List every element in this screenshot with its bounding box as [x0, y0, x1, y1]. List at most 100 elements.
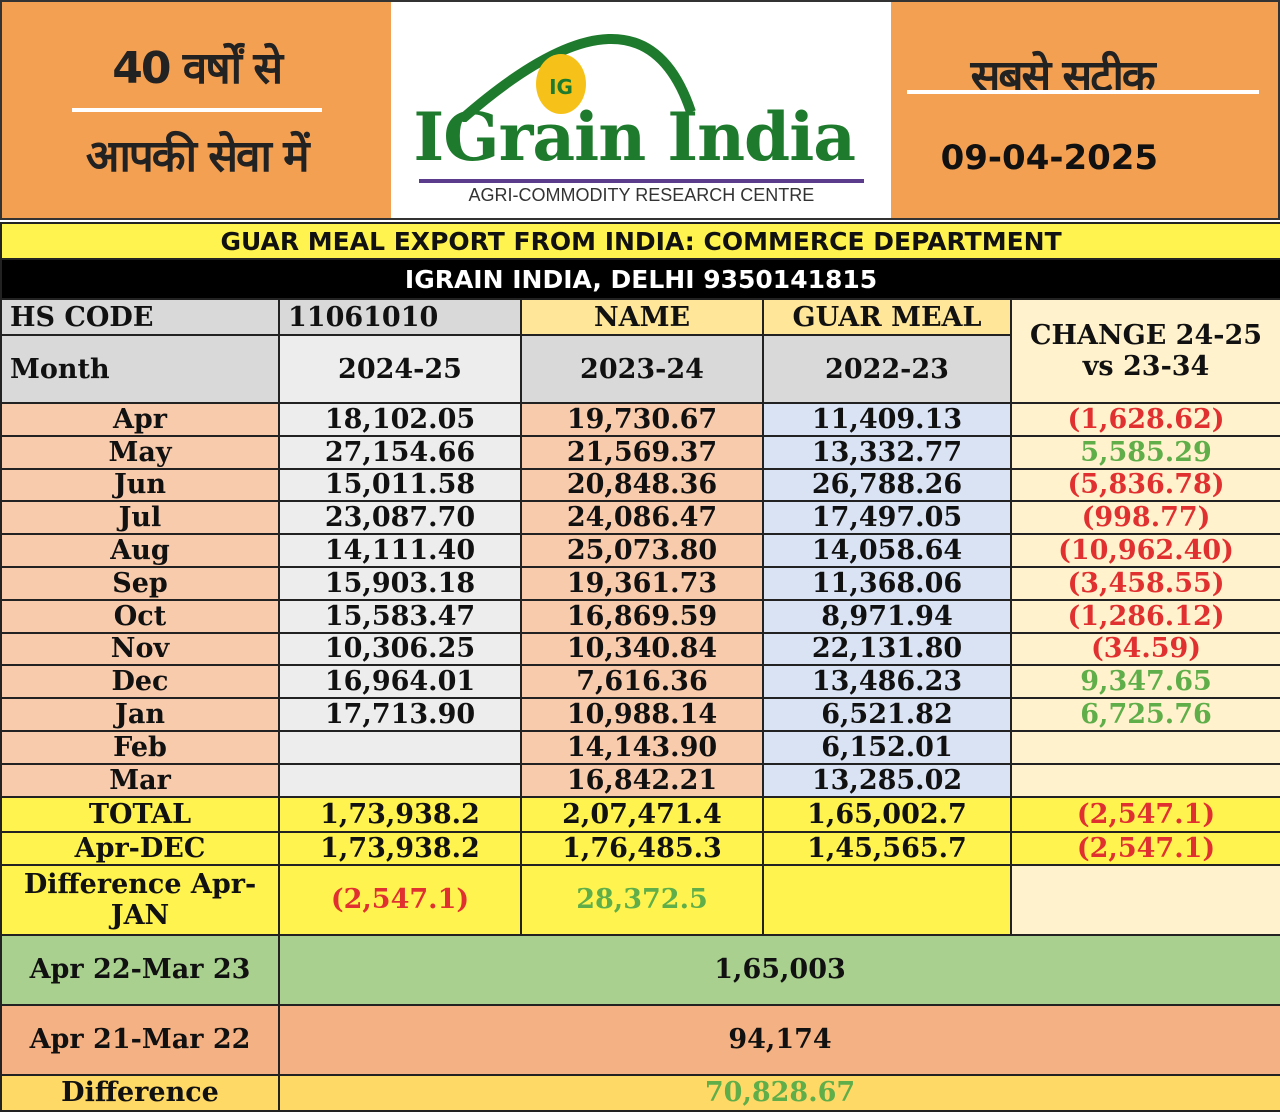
difference-value: 70,828.67 [277, 1073, 1280, 1112]
name-label: NAME [520, 298, 764, 336]
tagline-accurate: सबसे सटीक [970, 51, 1156, 102]
total-2024-25: 1,73,938.2 [278, 795, 522, 833]
svg-text:IG: IG [549, 75, 573, 99]
fy22-label: Apr 21-Mar 22 [0, 1003, 280, 1076]
month-cell: Jun [0, 467, 280, 503]
value-2022-23: 17,497.05 [762, 500, 1012, 536]
hs-code-value: 11061010 [278, 298, 522, 336]
month-cell: Sep [0, 565, 280, 601]
export-table: GUAR MEAL EXPORT FROM INDIA: COMMERCE DE… [0, 222, 1280, 1112]
change-value: (1,628.62) [1009, 402, 1280, 437]
apr-dec-label: Apr-DEC [0, 830, 280, 866]
divider [71, 108, 322, 112]
value-2024-25: 18,102.05 [278, 402, 522, 437]
value-2023-24: 24,086.47 [520, 500, 764, 536]
change-value: 6,725.76 [1009, 697, 1280, 732]
value-2022-23: 13,332.77 [762, 434, 1012, 470]
value-2023-24: 19,730.67 [520, 402, 764, 437]
logo-underline [419, 179, 865, 183]
fy23-label: Apr 22-Mar 23 [0, 933, 280, 1006]
total-2022-23: 1,65,002.7 [762, 795, 1012, 833]
value-2022-23: 8,971.94 [762, 598, 1012, 634]
divider [906, 90, 1259, 94]
value-2023-24: 20,848.36 [520, 467, 764, 503]
tagline-service: आपकी सेवा में [85, 131, 310, 182]
empty-cell [1009, 863, 1280, 936]
fy23-value: 1,65,003 [277, 933, 1280, 1006]
apr-dec-2022-23: 1,45,565.7 [762, 830, 1012, 866]
logo: IG IGrain India AGRI-COMMODITY RESEARCH … [391, 2, 891, 218]
change-value: (5,836.78) [1009, 467, 1280, 503]
hs-code-label: HS CODE [0, 298, 280, 336]
value-2022-23: 6,152.01 [762, 729, 1012, 765]
table-row: Oct 15,583.47 16,869.59 8,971.94 (1,286.12) [0, 598, 1280, 634]
header-left: 40 वर्षों से आपकी सेवा में [2, 2, 392, 218]
month-cell: Mar [0, 762, 280, 798]
diff-apr-jan-2023-24: 28,372.5 [520, 863, 764, 936]
table-row: Aug 14,111.40 25,073.80 14,058.64 (10,962.40… [0, 533, 1280, 568]
month-cell: Dec [0, 664, 280, 700]
total-2023-24: 2,07,471.4 [520, 795, 764, 833]
logo-tagline: AGRI-COMMODITY RESEARCH CENTRE [468, 185, 815, 205]
value-2022-23: 11,368.06 [762, 565, 1012, 601]
table-row: Feb 14,143.90 6,152.01 [0, 729, 1280, 765]
value-2022-23: 22,131.80 [762, 631, 1012, 667]
value-2022-23: 11,409.13 [762, 402, 1012, 437]
value-2023-24: 21,569.37 [520, 434, 764, 470]
value-2024-25: 15,011.58 [278, 467, 522, 503]
value-2023-24: 10,988.14 [520, 697, 764, 732]
value-2022-23: 26,788.26 [762, 467, 1012, 503]
year-header-2023-24: 2023-24 [520, 334, 764, 404]
value-2024-25: 15,583.47 [278, 598, 522, 634]
value-2023-24: 7,616.36 [520, 664, 764, 700]
value-2024-25: 15,903.18 [278, 565, 522, 601]
table-row: Mar 16,842.21 13,285.02 [0, 762, 1280, 798]
table-row: Dec 16,964.01 7,616.36 13,486.23 9,347.65 [0, 664, 1280, 700]
year-header-2024-25: 2024-25 [278, 334, 522, 404]
logo-name: IGrain India [413, 98, 856, 176]
report-date: 09-04-2025 [940, 138, 1159, 178]
value-2024-25 [278, 729, 522, 765]
value-2024-25: 14,111.40 [278, 533, 522, 568]
table-row: May 27,154.66 21,569.37 13,332.77 5,585.29 [0, 434, 1280, 470]
value-2023-24: 14,143.90 [520, 729, 764, 765]
name-value: GUAR MEAL [762, 298, 1012, 336]
tagline-years: 40 वर्षों से [112, 43, 283, 94]
month-cell: Aug [0, 533, 280, 568]
month-cell: Nov [0, 631, 280, 667]
value-2024-25: 16,964.01 [278, 664, 522, 700]
value-2023-24: 10,340.84 [520, 631, 764, 667]
value-2023-24: 25,073.80 [520, 533, 764, 568]
table-row: Jun 15,011.58 20,848.36 26,788.26 (5,836.78) [0, 467, 1280, 503]
change-value: (3,458.55) [1009, 565, 1280, 601]
value-2022-23: 6,521.82 [762, 697, 1012, 732]
table-row: Sep 15,903.18 19,361.73 11,368.06 (3,458.55) [0, 565, 1280, 601]
value-2023-24: 16,869.59 [520, 598, 764, 634]
table-subtitle: IGRAIN INDIA, DELHI 9350141815 [0, 258, 1280, 300]
table-row: Nov 10,306.25 10,340.84 22,131.80 (34.59) [0, 631, 1280, 667]
change-value: (10,962.40) [1009, 533, 1280, 568]
year-header-2022-23: 2022-23 [762, 334, 1012, 404]
value-2024-25: 23,087.70 [278, 500, 522, 536]
month-header: Month [0, 334, 280, 404]
apr-dec-2024-25: 1,73,938.2 [278, 830, 522, 866]
change-value: 5,585.29 [1009, 434, 1280, 470]
change-value [1009, 729, 1280, 765]
change-value: (34.59) [1009, 631, 1280, 667]
month-cell: Apr [0, 402, 280, 437]
change-value [1009, 762, 1280, 798]
logo-arch-icon: IG [458, 34, 697, 122]
table-row: Apr 18,102.05 19,730.67 11,409.13 (1,628.62) [0, 402, 1280, 437]
change-value: 9,347.65 [1009, 664, 1280, 700]
table-title: GUAR MEAL EXPORT FROM INDIA: COMMERCE DE… [0, 222, 1280, 260]
diff-apr-jan-2024-25: (2,547.1) [278, 863, 522, 936]
value-2024-25: 10,306.25 [278, 631, 522, 667]
value-2022-23: 13,285.02 [762, 762, 1012, 798]
value-2022-23: 13,486.23 [762, 664, 1012, 700]
month-cell: Jul [0, 500, 280, 536]
total-label: TOTAL [0, 795, 280, 833]
header-right: सबसे सटीक 09-04-2025 [890, 2, 1278, 218]
change-header: CHANGE 24-25 vs 23-34 [1009, 298, 1280, 404]
value-2023-24: 16,842.21 [520, 762, 764, 798]
diff-apr-jan-label: Difference Apr-JAN [0, 863, 280, 936]
